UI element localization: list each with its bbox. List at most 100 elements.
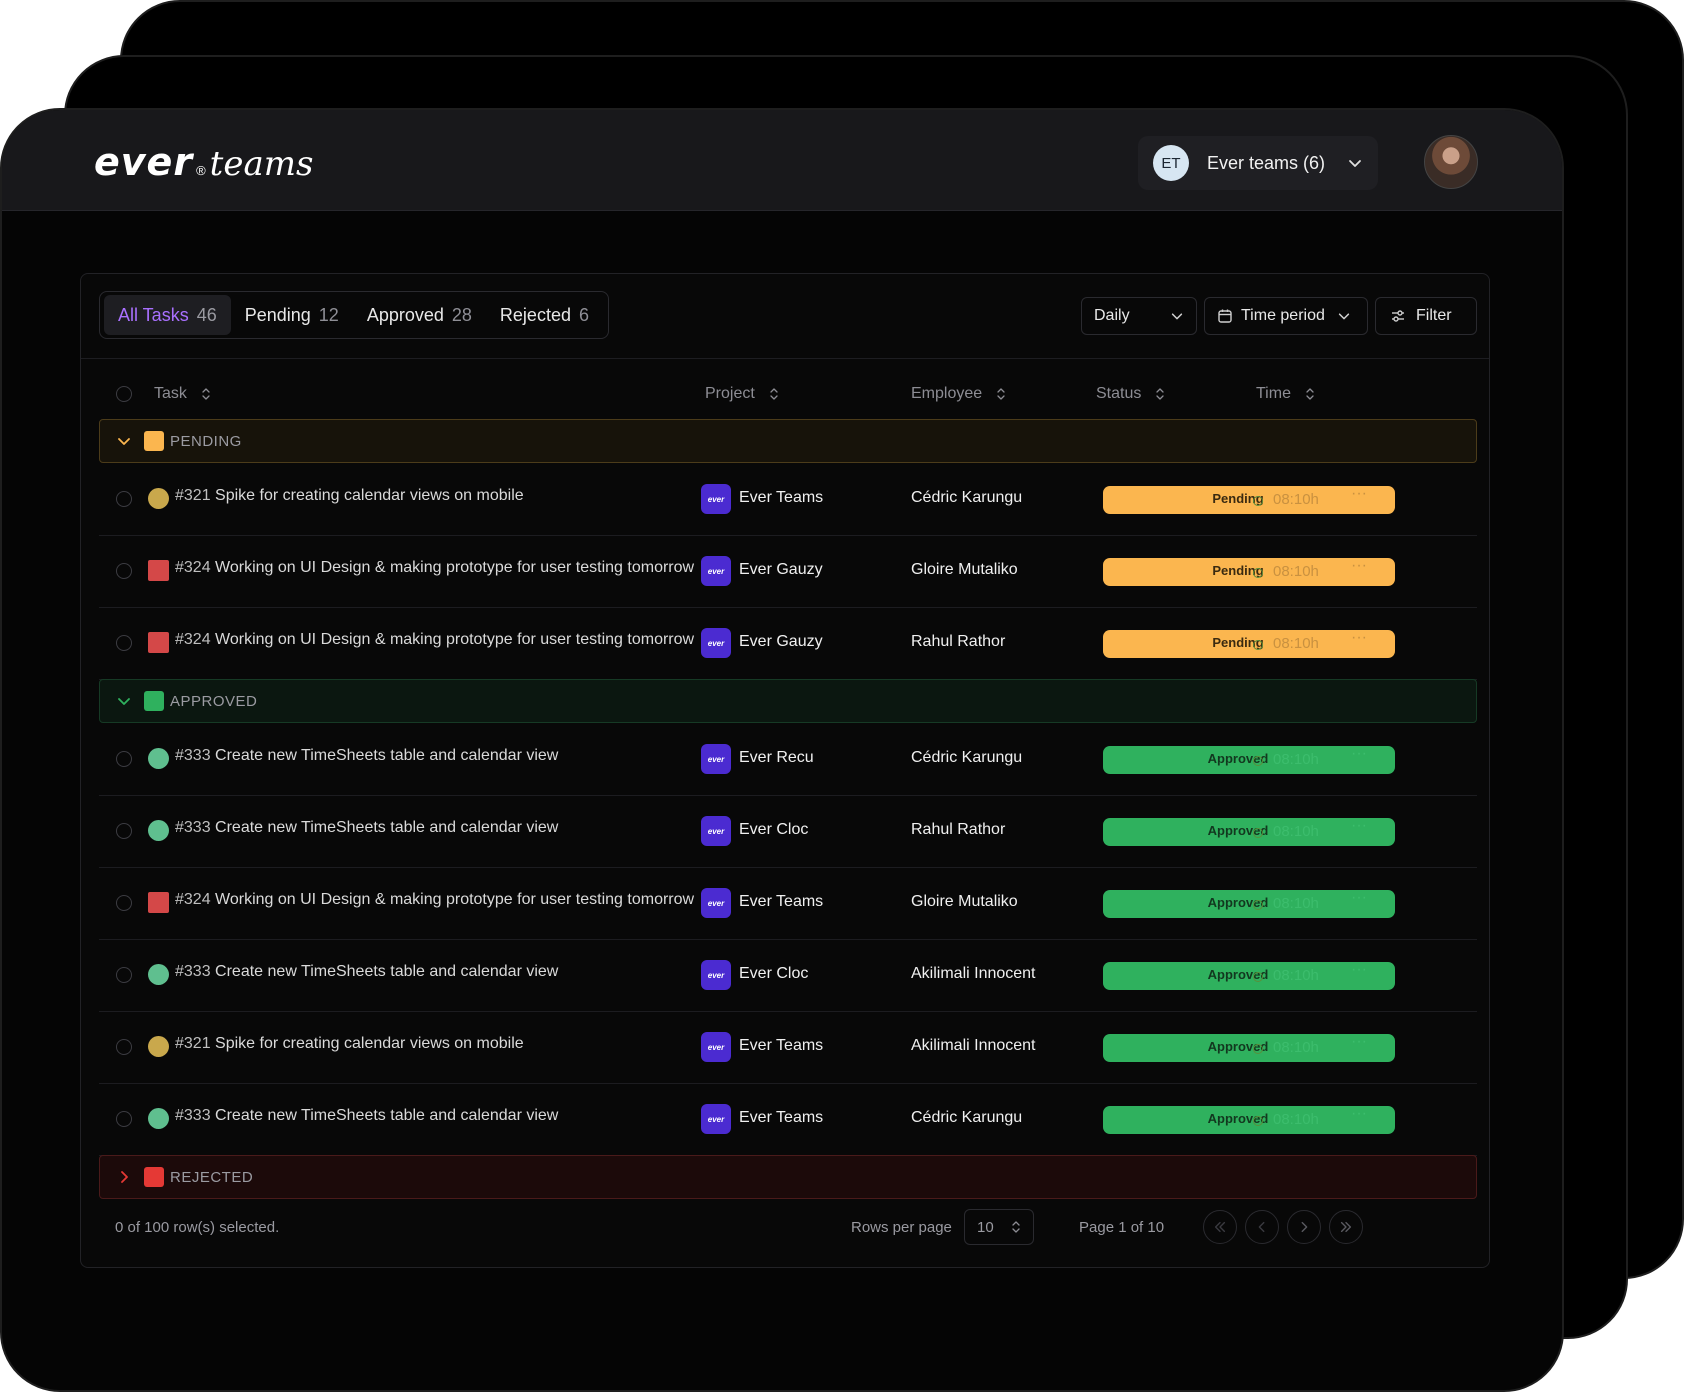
row-checkbox[interactable]: [116, 563, 132, 579]
rejected-color-square: [144, 1167, 164, 1187]
status-badge[interactable]: Approved 08:10h ···: [1103, 961, 1395, 990]
table-row[interactable]: #333 Create new TimeSheets table and cal…: [99, 939, 1477, 1012]
group-header-approved[interactable]: APPROVED: [99, 679, 1477, 723]
table-row[interactable]: #324 Working on UI Design & making proto…: [99, 607, 1477, 680]
table-row[interactable]: #321 Spike for creating calendar views o…: [99, 1011, 1477, 1084]
clock-icon: [1253, 756, 1263, 766]
more-options-icon[interactable]: ···: [1351, 629, 1367, 646]
column-header-project[interactable]: Project: [705, 374, 779, 414]
time-value: 08:10h: [1273, 563, 1319, 580]
time-value: 08:10h: [1273, 895, 1319, 912]
team-name: Ever teams (6): [1207, 152, 1326, 173]
sort-icon: [1156, 388, 1165, 400]
clock-icon: [1253, 828, 1263, 838]
row-checkbox[interactable]: [116, 635, 132, 651]
approved-color-square: [144, 691, 164, 711]
next-page-button[interactable]: [1287, 1210, 1321, 1244]
status-badge[interactable]: Approved 08:10h ···: [1103, 889, 1395, 918]
user-avatar[interactable]: [1424, 135, 1478, 189]
row-checkbox[interactable]: [116, 491, 132, 507]
table-row[interactable]: #324 Working on UI Design & making proto…: [99, 535, 1477, 608]
clock-icon: [1253, 496, 1263, 506]
ever-teams-logo[interactable]: ever ® teams: [94, 140, 313, 184]
previous-page-button[interactable]: [1245, 1210, 1279, 1244]
more-options-icon[interactable]: ···: [1351, 557, 1367, 574]
task-name: Spike for creating calendar views on mob…: [215, 487, 524, 504]
status-label: Pending: [1212, 635, 1264, 650]
table-row[interactable]: #333 Create new TimeSheets table and cal…: [99, 795, 1477, 868]
row-checkbox[interactable]: [116, 967, 132, 983]
page-indicator: Page 1 of 10: [1079, 1219, 1165, 1236]
clock-icon: [1253, 972, 1263, 982]
clock-icon: [1253, 1116, 1263, 1126]
task-title: #321 Spike for creating calendar views o…: [175, 487, 524, 505]
group-label: APPROVED: [170, 692, 258, 710]
team-selector[interactable]: ET Ever teams (6): [1138, 136, 1378, 190]
table-row[interactable]: #333 Create new TimeSheets table and cal…: [99, 723, 1477, 796]
tab-pending[interactable]: Pending 12: [231, 295, 353, 335]
status-badge[interactable]: Approved 08:10h ···: [1103, 745, 1395, 774]
rows-per-page-label: Rows per page: [851, 1219, 952, 1236]
column-header-status[interactable]: Status: [1096, 374, 1165, 414]
project-name: Ever Gauzy: [739, 633, 823, 650]
clock-icon: [1253, 640, 1263, 650]
row-checkbox[interactable]: [116, 1111, 132, 1127]
row-checkbox[interactable]: [116, 823, 132, 839]
task-title: #333 Create new TimeSheets table and cal…: [175, 747, 558, 765]
more-options-icon[interactable]: ···: [1351, 817, 1367, 834]
group-header-rejected[interactable]: REJECTED: [99, 1155, 1477, 1199]
task-id: #324: [175, 631, 211, 648]
select-all-checkbox[interactable]: [116, 386, 132, 402]
column-header-time[interactable]: Time: [1256, 374, 1315, 414]
more-options-icon[interactable]: ···: [1351, 1105, 1367, 1122]
tab-label: Pending: [244, 304, 311, 325]
first-page-button[interactable]: [1203, 1210, 1237, 1244]
column-header-employee[interactable]: Employee: [911, 374, 1006, 414]
task-name: Working on UI Design & making prototype …: [215, 891, 695, 908]
task-name: Create new TimeSheets table and calendar…: [215, 819, 559, 836]
table-row[interactable]: #321 Spike for creating calendar views o…: [99, 463, 1477, 536]
status-badge[interactable]: Approved 08:10h ···: [1103, 1033, 1395, 1062]
row-checkbox[interactable]: [116, 895, 132, 911]
project-name: Ever Teams: [739, 893, 824, 910]
last-page-button[interactable]: [1329, 1210, 1363, 1244]
project-logo-icon: ever: [701, 1104, 731, 1134]
row-checkbox[interactable]: [116, 751, 132, 767]
employee-name: Cédric Karungu: [911, 749, 1023, 766]
project-logo-icon: ever: [701, 628, 731, 658]
more-options-icon[interactable]: ···: [1351, 961, 1367, 978]
task-title: #333 Create new TimeSheets table and cal…: [175, 963, 558, 981]
status-badge[interactable]: Approved 08:10h ···: [1103, 1105, 1395, 1134]
more-options-icon[interactable]: ···: [1351, 1033, 1367, 1050]
table-row[interactable]: #333 Create new TimeSheets table and cal…: [99, 1083, 1477, 1156]
daily-select[interactable]: Daily: [1081, 297, 1197, 335]
chevron-down-icon: [1349, 160, 1361, 167]
tab-rejected[interactable]: Rejected 6: [486, 295, 603, 335]
status-badge[interactable]: Pending 08:10h ···: [1103, 557, 1395, 586]
filter-button[interactable]: Filter: [1375, 297, 1477, 335]
status-badge[interactable]: Approved 08:10h ···: [1103, 817, 1395, 846]
tab-all-tasks[interactable]: All Tasks 46: [104, 295, 231, 335]
sort-icon: [1306, 388, 1314, 400]
more-options-icon[interactable]: ···: [1351, 889, 1367, 906]
status-label: Approved: [1207, 967, 1269, 982]
time-value: 08:10h: [1273, 751, 1319, 768]
group-label: PENDING: [170, 432, 242, 450]
more-options-icon[interactable]: ···: [1351, 745, 1367, 762]
time-period-select[interactable]: Time period: [1204, 297, 1368, 335]
more-options-icon[interactable]: ···: [1351, 485, 1367, 502]
table-row[interactable]: #324 Working on UI Design & making proto…: [99, 867, 1477, 940]
status-badge[interactable]: Pending 08:10h ···: [1103, 629, 1395, 658]
status-badge[interactable]: Pending 08:10h ···: [1103, 485, 1395, 514]
status-tabs: All Tasks 46 Pending 12 Approved 28 Reje…: [99, 291, 609, 339]
header-divider: [81, 358, 1489, 359]
status-label: Pending: [1212, 491, 1264, 506]
rows-per-page-select[interactable]: 10: [964, 1209, 1034, 1245]
task-title: #333 Create new TimeSheets table and cal…: [175, 819, 558, 837]
group-header-pending[interactable]: PENDING: [99, 419, 1477, 463]
column-header-task[interactable]: Task: [154, 374, 211, 414]
task-title: #324 Working on UI Design & making proto…: [175, 631, 694, 649]
tab-approved[interactable]: Approved 28: [353, 295, 486, 335]
row-checkbox[interactable]: [116, 1039, 132, 1055]
selection-summary: 0 of 100 row(s) selected.: [115, 1219, 280, 1236]
